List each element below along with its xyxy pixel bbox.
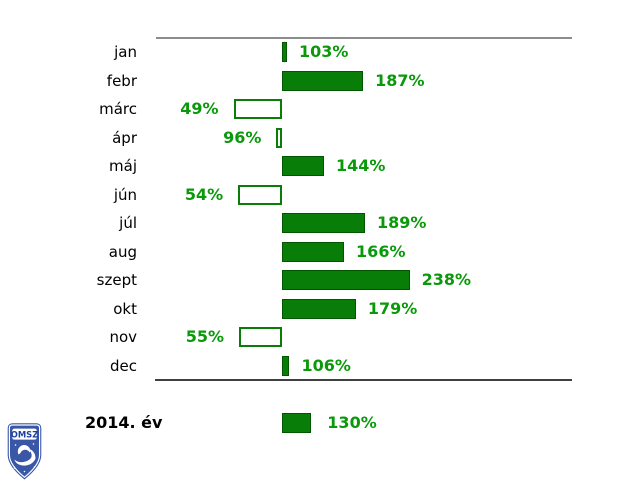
- logo-bird-body: [14, 448, 36, 466]
- category-label-szept: szept: [96, 271, 137, 290]
- category-label-febr: febr: [106, 71, 137, 90]
- bar-júl: [282, 213, 365, 234]
- category-label-aug: aug: [108, 242, 137, 261]
- category-label-jún: jún: [113, 185, 137, 204]
- value-label-júl: 189%: [376, 213, 427, 233]
- bar-nov: [239, 327, 282, 348]
- bar-ápr: [276, 127, 282, 148]
- logo-bird-head: [17, 445, 31, 455]
- logo-text-box: [12, 428, 37, 440]
- value-label-febr: 187%: [375, 70, 425, 90]
- bar-máj: [282, 156, 325, 177]
- bar-jan: [282, 42, 287, 63]
- bar-okt: [282, 298, 356, 319]
- logo-dot: [13, 467, 16, 469]
- logo-dot: [33, 466, 36, 468]
- plot-top-rule: [156, 37, 572, 39]
- summary-value-label: 130%: [327, 413, 377, 432]
- category-label-okt: okt: [113, 299, 137, 318]
- bar-aug: [282, 241, 345, 262]
- value-label-nov: 55%: [185, 327, 225, 347]
- bar-szept: [282, 270, 410, 291]
- category-label-márc: márc: [99, 100, 137, 119]
- summary-year-label: 2014. év: [85, 413, 163, 432]
- value-label-ápr: 96%: [223, 127, 262, 147]
- category-label-ápr: ápr: [112, 128, 137, 147]
- value-label-dec: 106%: [301, 355, 351, 375]
- value-label-aug: 166%: [356, 241, 406, 261]
- plot-bottom-rule: [155, 379, 572, 381]
- category-label-júl: júl: [119, 214, 137, 233]
- value-label-okt: 179%: [367, 298, 418, 318]
- logo-dot: [23, 470, 26, 473]
- value-label-jún: 54%: [184, 184, 224, 204]
- value-label-jan: 103%: [299, 42, 349, 62]
- value-label-szept: 238%: [421, 270, 472, 290]
- logo-dot: [32, 443, 35, 445]
- bar-márc: [233, 99, 282, 120]
- bar-dec: [282, 355, 290, 376]
- logo-dot: [14, 444, 17, 446]
- bar-febr: [282, 70, 364, 91]
- omsz-logo-icon: OMSZ: [7, 423, 42, 480]
- category-label-dec: dec: [110, 356, 137, 375]
- summary-bar: [282, 413, 312, 433]
- category-label-jan: jan: [114, 43, 137, 62]
- category-label-nov: nov: [109, 328, 137, 347]
- value-label-máj: 144%: [336, 156, 386, 176]
- category-label-máj: máj: [109, 157, 137, 176]
- value-label-márc: 49%: [180, 99, 219, 119]
- bar-jún: [238, 184, 282, 205]
- logo-text: OMSZ: [11, 429, 39, 439]
